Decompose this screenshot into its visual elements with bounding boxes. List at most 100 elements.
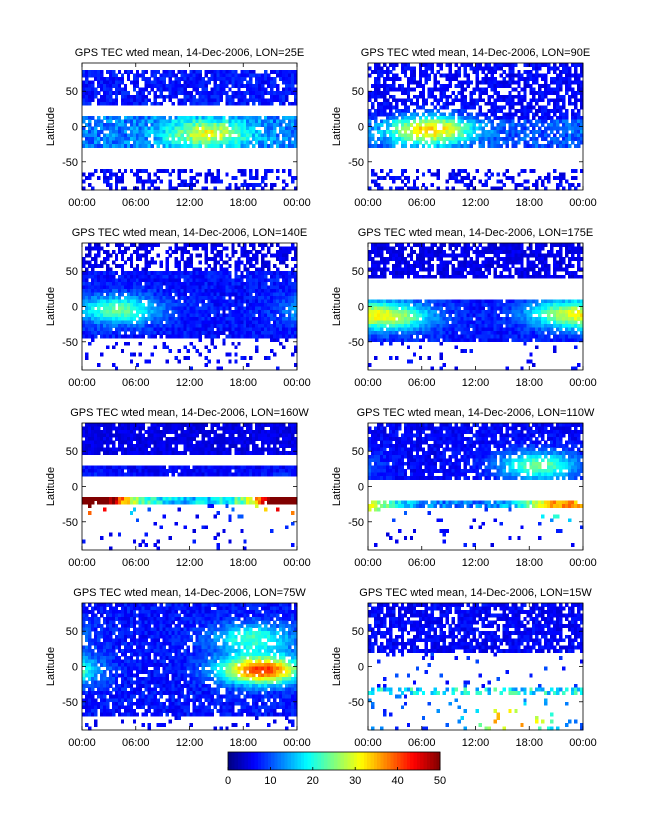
tec-cell	[186, 288, 190, 293]
tec-cell	[246, 186, 250, 191]
tec-cell	[252, 137, 256, 142]
tec-cell	[409, 299, 414, 304]
tec-cell	[403, 246, 408, 251]
tec-cell	[466, 105, 470, 110]
tec-cell	[264, 278, 268, 283]
tec-cell	[255, 253, 259, 258]
tec-cell	[376, 246, 381, 251]
tec-cell	[418, 140, 423, 145]
tec-cell	[448, 63, 453, 67]
tec-cell	[490, 137, 494, 142]
tec-cell	[285, 250, 289, 254]
tec-cell	[114, 137, 119, 142]
tec-cell	[433, 80, 438, 85]
tec-cell	[484, 115, 488, 120]
tec-cell	[225, 186, 229, 191]
tec-cell	[400, 126, 405, 131]
tec-cell	[207, 334, 211, 339]
tec-cell	[120, 101, 125, 106]
tec-cell	[117, 278, 122, 283]
tec-cell	[120, 91, 125, 96]
tec-cell	[219, 126, 223, 131]
tec-cell	[222, 119, 226, 124]
tec-cell	[439, 310, 444, 314]
tec-cell	[568, 87, 572, 92]
tec-cell	[496, 130, 500, 134]
tec-cell	[288, 84, 292, 89]
tec-cell	[294, 119, 298, 124]
tec-cell	[427, 310, 432, 314]
tec-cell	[421, 70, 426, 74]
tec-cell	[246, 302, 250, 307]
tec-cell	[138, 288, 143, 293]
tec-cell	[186, 126, 190, 131]
tec-cell	[240, 313, 244, 318]
tec-cell	[379, 105, 384, 110]
tec-cell	[105, 320, 110, 325]
tec-cell	[99, 84, 104, 89]
tec-cell	[403, 112, 408, 117]
tec-cell	[201, 313, 205, 318]
tec-cell	[171, 327, 175, 332]
tec-cell	[526, 63, 530, 67]
tec-cell	[502, 119, 506, 124]
tec-cell	[210, 341, 214, 346]
tec-cell	[243, 274, 247, 279]
tec-cell	[478, 126, 482, 131]
tec-cells	[368, 243, 584, 371]
tec-cell	[565, 179, 569, 184]
tec-cell	[87, 317, 92, 322]
tec-cell	[460, 179, 464, 184]
tec-cell	[216, 91, 220, 96]
tec-cell	[442, 302, 447, 307]
tec-cell	[243, 310, 247, 314]
tec-cell	[177, 334, 181, 339]
tec-cell	[442, 122, 447, 127]
tec-cell	[490, 130, 494, 134]
tec-cell	[252, 264, 256, 269]
tec-cell	[249, 306, 253, 311]
tec-cell	[207, 77, 211, 82]
tec-cell	[439, 257, 444, 262]
tec-cell	[466, 73, 470, 78]
tec-cell	[129, 306, 134, 311]
tec-cell	[523, 84, 527, 89]
tec-cell	[135, 278, 140, 283]
tec-cell	[213, 140, 217, 145]
tec-cell	[571, 112, 575, 117]
tec-cell	[195, 320, 199, 325]
tec-cell	[430, 140, 435, 145]
tec-cell	[279, 288, 283, 293]
tec-cell	[436, 63, 441, 67]
tec-cell	[562, 119, 566, 124]
tec-cell	[183, 295, 187, 300]
tec-cell	[276, 285, 280, 290]
tec-cell	[424, 246, 429, 251]
tec-cell	[529, 70, 533, 74]
tec-cell	[460, 105, 464, 110]
tec-cell	[153, 292, 158, 297]
tec-cell	[499, 84, 503, 89]
tec-cell	[234, 260, 238, 265]
tec-cell	[376, 84, 381, 89]
tec-cell	[177, 133, 181, 138]
tec-cell	[544, 133, 548, 138]
tec-cell	[391, 253, 396, 258]
tec-cell	[415, 80, 420, 85]
tec-cell	[577, 122, 581, 127]
tec-cell	[82, 119, 86, 124]
tec-cell	[180, 250, 184, 254]
tec-cell	[180, 313, 184, 318]
tec-cell	[388, 94, 393, 99]
x-tick-label: 00:00	[354, 197, 382, 209]
tec-cell	[424, 299, 429, 304]
tec-cell	[279, 302, 283, 307]
tec-cell	[168, 348, 172, 353]
tec-cell	[270, 278, 274, 283]
tec-cell	[400, 267, 405, 272]
tec-cell	[270, 101, 274, 106]
tec-cell	[114, 324, 119, 329]
tec-cell	[439, 320, 444, 325]
tec-cell	[433, 274, 438, 279]
tec-cell	[168, 70, 172, 74]
